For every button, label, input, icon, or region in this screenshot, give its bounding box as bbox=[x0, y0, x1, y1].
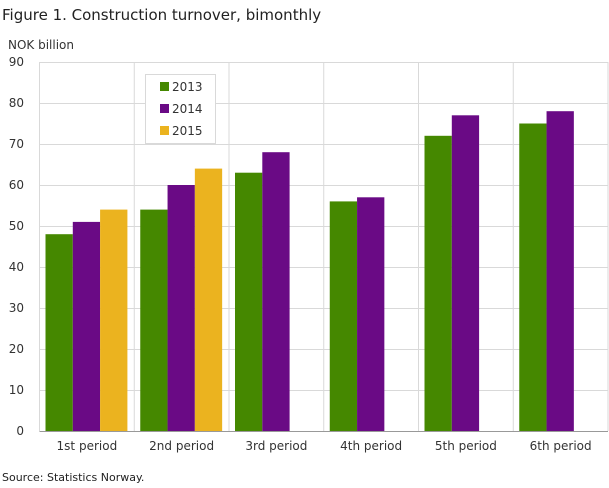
chart-title: Figure 1. Construction turnover, bimonth… bbox=[2, 6, 322, 24]
bar-2013 bbox=[45, 234, 73, 431]
bar-2014 bbox=[72, 221, 101, 431]
bar-2013 bbox=[519, 123, 547, 431]
y-tick-label: 80 bbox=[9, 96, 24, 110]
bar-2015 bbox=[194, 168, 223, 431]
y-axis-label: NOK billion bbox=[8, 38, 74, 52]
y-tick-label: 70 bbox=[9, 137, 24, 151]
bar-2014 bbox=[451, 115, 480, 432]
x-tick-label: 3rd period bbox=[245, 439, 307, 453]
y-tick-label: 50 bbox=[9, 219, 24, 233]
y-tick-label: 0 bbox=[16, 424, 24, 438]
legend-label: 2013 bbox=[172, 80, 203, 94]
x-tick-label: 6th period bbox=[530, 439, 592, 453]
y-tick-label: 30 bbox=[9, 301, 24, 315]
x-tick-label: 2nd period bbox=[149, 439, 214, 453]
y-tick-label: 10 bbox=[9, 383, 24, 397]
y-tick-label: 40 bbox=[9, 260, 24, 274]
source-note: Source: Statistics Norway. bbox=[2, 471, 145, 484]
bar-2014 bbox=[357, 197, 385, 431]
legend-label: 2015 bbox=[172, 124, 203, 138]
x-tick-label: 4th period bbox=[340, 439, 402, 453]
x-tick-label: 5th period bbox=[435, 439, 497, 453]
bar-2014 bbox=[262, 152, 290, 431]
y-tick-label: 60 bbox=[9, 178, 24, 192]
legend-swatch-2014 bbox=[160, 104, 169, 113]
legend-swatch-2013 bbox=[160, 82, 169, 91]
bar-2015 bbox=[100, 209, 128, 431]
bar-2013 bbox=[235, 172, 263, 431]
x-tick-label: 1st period bbox=[57, 439, 118, 453]
bar-2013 bbox=[140, 209, 168, 431]
legend-label: 2014 bbox=[172, 102, 203, 116]
legend: 2013 2014 2015 bbox=[145, 74, 216, 144]
bar-2013 bbox=[329, 201, 358, 431]
bar-2014 bbox=[167, 185, 195, 431]
y-tick-label: 20 bbox=[9, 342, 24, 356]
legend-swatch-2015 bbox=[160, 126, 169, 135]
y-tick-label: 90 bbox=[9, 55, 24, 69]
legend-box bbox=[145, 74, 216, 144]
bar-2013 bbox=[424, 135, 452, 432]
bar-2014 bbox=[546, 111, 574, 431]
